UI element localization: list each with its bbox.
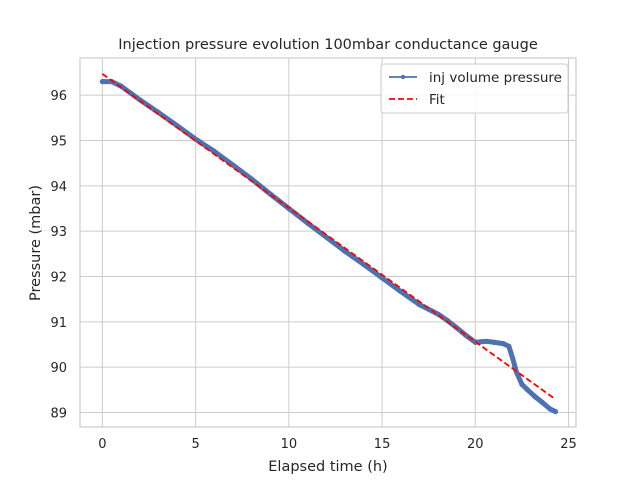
x-tick-label: 0 xyxy=(98,437,106,452)
plot-frame xyxy=(79,57,577,428)
y-tick-label: 96 xyxy=(50,89,67,104)
data-point xyxy=(547,406,553,412)
x-tick-label: 10 xyxy=(281,437,298,452)
y-tick-label: 91 xyxy=(50,316,67,331)
axes-frame xyxy=(79,57,577,428)
y-tick-label: 90 xyxy=(50,361,67,376)
y-tick-label: 94 xyxy=(50,180,67,195)
data-point xyxy=(552,408,559,415)
data-point xyxy=(360,261,367,267)
chart-title: Injection pressure evolution 100mbar con… xyxy=(118,37,538,53)
y-tick-label: 89 xyxy=(50,406,67,421)
legend-marker-inj-volume-pressure xyxy=(400,74,406,80)
data-point xyxy=(519,381,525,387)
x-tick-label: 20 xyxy=(467,437,484,452)
data-point xyxy=(500,340,506,347)
data-point xyxy=(506,343,512,349)
x-axis-label: Elapsed time (h) xyxy=(268,459,387,475)
x-axis-ticks: 0 5 10 15 20 25 xyxy=(98,437,577,452)
y-tick-label: 92 xyxy=(50,270,67,285)
y-tick-label: 95 xyxy=(50,135,67,150)
x-tick-label: 25 xyxy=(560,437,577,452)
data-point xyxy=(483,338,490,344)
x-tick-label: 15 xyxy=(374,437,391,452)
legend-box xyxy=(380,63,569,114)
series-layer xyxy=(99,73,559,415)
y-axis-ticks: 89 90 91 92 93 94 95 96 xyxy=(50,89,67,421)
data-point xyxy=(491,339,497,345)
x-tick-label: 5 xyxy=(191,437,199,452)
data-point xyxy=(127,90,133,96)
y-tick-label: 93 xyxy=(50,225,67,240)
data-point xyxy=(532,394,538,400)
data-point xyxy=(478,339,484,345)
legend-label-inj-volume-pressure: inj volume pressure xyxy=(429,70,562,86)
data-point xyxy=(539,399,546,406)
series-line-fit xyxy=(101,73,557,401)
data-point xyxy=(99,78,105,85)
y-axis-label: Pressure (mbar) xyxy=(28,185,44,301)
series-line-inj-volume-pressure xyxy=(99,79,558,415)
data-point xyxy=(323,234,329,240)
legend-label-fit: Fit xyxy=(429,92,445,108)
legend: inj volume pressure Fit xyxy=(380,63,569,114)
data-point xyxy=(510,355,516,361)
data-point xyxy=(524,387,531,393)
